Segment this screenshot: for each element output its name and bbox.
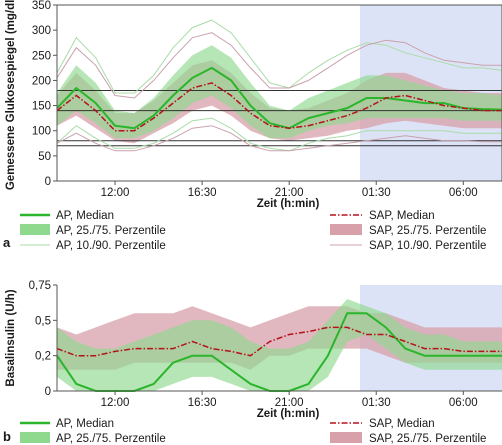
panel-b-y-tick-label: 0,75 xyxy=(29,280,51,292)
legend-b-ap-iqr-label: AP, 25./75. Perzentile xyxy=(56,433,166,445)
panel-a-y-ticks: 0 50 100 150 200 250 300 350 xyxy=(32,0,57,188)
panel-b-y-ticks: 0 0,2 0,5 0,75 xyxy=(29,280,57,398)
panel-a-y-tick-label: 250 xyxy=(32,50,51,62)
panel-a-ylabel: Gemessene Glukosespiegel (mg/dl) xyxy=(5,0,17,190)
panel-a-label: a xyxy=(3,235,11,250)
panel-a-bands xyxy=(57,45,502,144)
legend-ap-outer-label: AP, 10./90. Perzentile xyxy=(56,240,166,252)
panel-b-x-tick-label: 06:00 xyxy=(449,397,478,409)
panel-b-x-ticks: 12:00 16:30 21:00 01:30 06:00 xyxy=(101,391,478,409)
panel-a-y-tick-label: 200 xyxy=(32,75,51,87)
legend-b-sap-median-label: SAP, Median xyxy=(369,418,435,430)
panel-a-ap-p10-line xyxy=(56,117,502,152)
legend-ap-iqr-swatch xyxy=(20,224,50,235)
panel-a-lines xyxy=(56,19,502,152)
panel-b-y-tick-label: 0,5 xyxy=(35,315,51,327)
legend-sap-outer-label: SAP, 10./90. Perzentile xyxy=(369,240,486,252)
panel-b-ylabel: Basalinsulin (U/h) xyxy=(5,289,17,386)
panel-b-x-tick-label: 01:30 xyxy=(362,397,391,409)
panel-b: 0 0,2 0,5 0,75 12:00 16:30 21:00 01:30 06:00 Ba… xyxy=(3,280,502,445)
panel-a-y-tick-label: 50 xyxy=(38,151,51,163)
panel-a-x-tick-label: 21:00 xyxy=(275,187,304,199)
legend-ap-iqr-label: AP, 25./75. Perzentile xyxy=(56,225,166,237)
legend-sap-median-label: SAP, Median xyxy=(369,210,435,222)
legend-b-sap-iqr-swatch xyxy=(330,432,362,443)
panel-a-reference-lines xyxy=(57,89,502,147)
panel-b-x-tick-label: 21:00 xyxy=(275,397,304,409)
panel-a-y-tick-label: 300 xyxy=(32,25,51,37)
panel-a-legend: AP, Median AP, 25./75. Perzentile AP, 10… xyxy=(20,210,486,252)
panel-a: 0 50 100 150 200 250 300 350 12:00 16:30 21:00 01:… xyxy=(3,0,502,252)
panel-b-x-tick-label: 16:30 xyxy=(188,397,217,409)
panel-a-ap-median-line xyxy=(56,66,502,130)
panel-a-y-tick-label: 100 xyxy=(32,126,51,138)
panel-a-sap-p90-line xyxy=(56,32,502,99)
panel-a-y-tick-label: 0 xyxy=(45,176,51,188)
panel-b-label: b xyxy=(3,429,11,444)
panel-a-sap-p10-line xyxy=(56,125,502,152)
panel-a-ap-iqr-band xyxy=(57,45,502,139)
legend-b-ap-median-label: AP, Median xyxy=(56,418,114,430)
panel-a-ap-p90-line xyxy=(56,19,502,94)
panel-a-frame xyxy=(56,4,502,182)
panel-b-legend: AP, Median AP, 25./75. Perzentile SAP, M… xyxy=(20,418,486,445)
panel-a-xlabel: Zeit (h:min) xyxy=(257,198,320,210)
panel-a-sap-median-line xyxy=(56,82,502,132)
legend-ap-median-label: AP, Median xyxy=(56,210,114,222)
legend-sap-iqr-label: SAP, 25./75. Perzentile xyxy=(369,225,486,237)
panel-a-y-tick-label: 350 xyxy=(32,0,51,12)
legend-b-ap-iqr-swatch xyxy=(20,432,50,443)
panel-b-sap-median-line xyxy=(56,326,502,357)
panel-a-x-tick-label: 01:30 xyxy=(362,187,391,199)
legend-sap-iqr-swatch xyxy=(330,224,362,235)
panel-b-x-tick-label: 12:00 xyxy=(101,397,130,409)
panel-b-xlabel: Zeit (h:min) xyxy=(257,408,320,420)
panel-a-y-tick-label: 150 xyxy=(32,101,51,113)
panel-a-x-tick-label: 06:00 xyxy=(449,187,478,199)
panel-a-x-tick-label: 16:30 xyxy=(188,187,217,199)
legend-b-sap-iqr-label: SAP, 25./75. Perzentile xyxy=(369,433,486,445)
panel-a-x-tick-label: 12:00 xyxy=(101,187,130,199)
panel-a-x-ticks: 12:00 16:30 21:00 01:30 06:00 xyxy=(101,181,478,199)
panel-b-y-tick-label: 0,2 xyxy=(35,351,51,363)
panel-b-y-tick-label: 0 xyxy=(45,386,51,398)
